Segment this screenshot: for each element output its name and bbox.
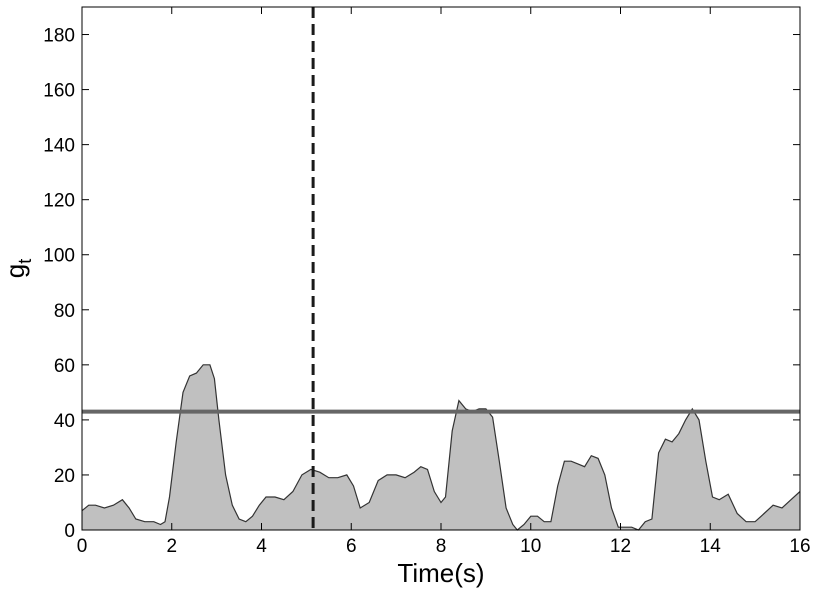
y-tick-label: 20 xyxy=(54,466,75,487)
x-axis-label: Time(s) xyxy=(397,558,484,588)
x-tick-label: 8 xyxy=(436,536,447,557)
x-tick-label: 10 xyxy=(520,536,541,557)
area-series-line xyxy=(81,364,801,531)
area-series-fill xyxy=(82,364,800,530)
y-axis-label-main: g xyxy=(0,264,30,278)
x-tick-label: 0 xyxy=(77,536,88,557)
y-tick-label: 80 xyxy=(54,301,75,322)
y-tick-label: 160 xyxy=(43,81,75,102)
x-tick-label: 2 xyxy=(166,536,177,557)
x-tick-label: 16 xyxy=(789,536,810,557)
x-tick-label: 6 xyxy=(346,536,357,557)
y-axis-label: gt xyxy=(0,259,35,278)
x-tick-label: 12 xyxy=(610,536,631,557)
x-tick-label: 4 xyxy=(256,536,267,557)
x-axis-ticks: 0 2 4 6 8 10 12 14 16 xyxy=(77,7,811,557)
y-axis-label-subscript: t xyxy=(15,259,35,264)
y-tick-label: 120 xyxy=(43,191,75,212)
y-tick-label: 40 xyxy=(54,411,75,432)
y-tick-label: 0 xyxy=(64,521,75,542)
y-tick-label: 100 xyxy=(43,246,75,267)
y-tick-label: 180 xyxy=(43,26,75,47)
y-tick-label: 140 xyxy=(43,136,75,157)
x-tick-label: 14 xyxy=(700,536,722,557)
y-tick-label: 60 xyxy=(54,356,75,377)
y-axis-ticks: 0 20 40 60 80 100 120 140 160 180 xyxy=(43,26,800,542)
